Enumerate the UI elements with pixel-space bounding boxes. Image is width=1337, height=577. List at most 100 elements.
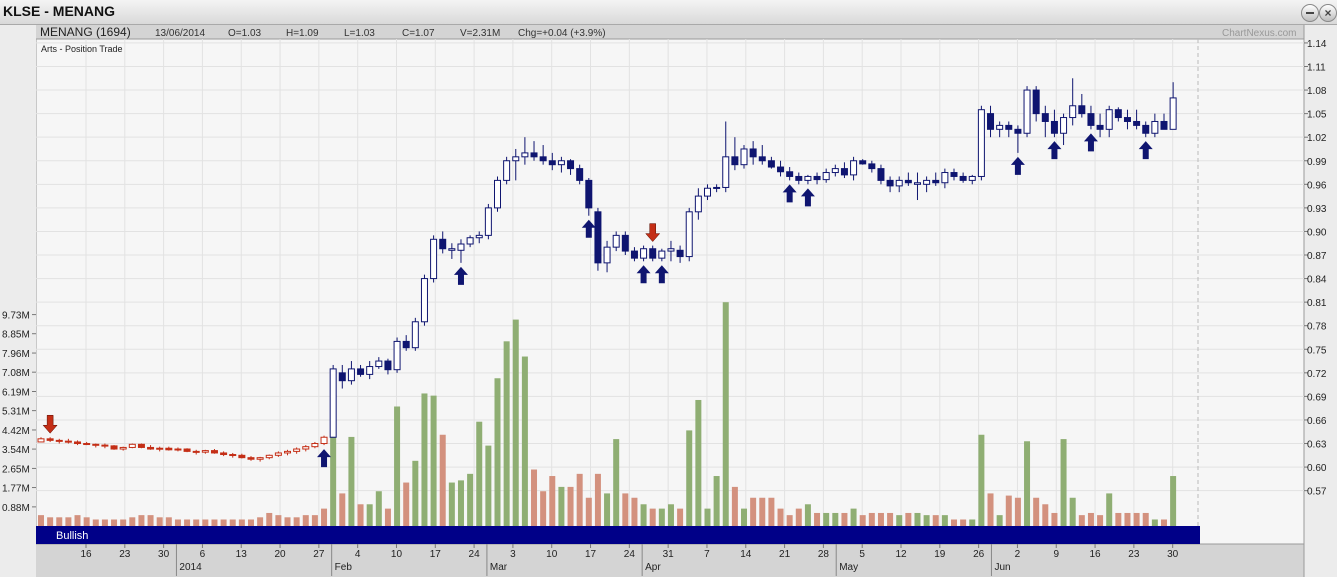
volume-tick-label: 5.31M	[2, 407, 30, 418]
candle-body	[466, 237, 474, 245]
candle-body	[923, 179, 931, 185]
date-tick-label: 26	[973, 549, 985, 560]
candle-body	[996, 124, 1004, 130]
candle-body	[1023, 89, 1031, 134]
close-button[interactable]: ×	[1319, 4, 1337, 22]
date-tick-label: 24	[469, 549, 481, 560]
date-tick-label: 23	[1128, 549, 1140, 560]
candle-body	[375, 360, 383, 368]
date-tick-label: 13	[236, 549, 248, 560]
candle-body	[1133, 120, 1141, 126]
volume-bar	[604, 493, 611, 526]
up-arrow-icon	[1010, 156, 1025, 175]
month-label: 2014	[179, 562, 202, 573]
down-arrow-icon	[645, 223, 661, 242]
price-tick-label: 0.84	[1307, 275, 1327, 286]
volume-bar	[357, 504, 364, 526]
volume-bar	[832, 512, 839, 526]
volume-bar	[503, 341, 510, 526]
candlesticks	[37, 78, 1177, 462]
volume-bar	[1024, 441, 1031, 526]
price-chart: Bullish 1.14 1.11 1.08 1.05 1.02 0.99 0.96 0.93…	[0, 25, 1337, 577]
volume-bar	[512, 319, 519, 526]
candle-body	[347, 368, 355, 382]
month-label: Jun	[994, 562, 1010, 573]
volume-bar	[759, 497, 766, 526]
window-titlebar: KLSE - MENANG ×	[0, 0, 1337, 25]
down-arrow-icon	[42, 414, 58, 434]
volume-bar	[649, 508, 656, 526]
date-tick-label: 16	[80, 549, 92, 560]
candle-body	[220, 452, 228, 456]
volume-bar	[859, 515, 866, 526]
candle-body	[777, 166, 785, 173]
volume-bar	[713, 476, 720, 526]
candle-body	[165, 447, 173, 451]
volume-bar	[558, 486, 565, 526]
candle-body	[1032, 89, 1040, 115]
volume-bar	[941, 515, 948, 526]
candle-body	[1169, 97, 1177, 130]
volume-bar	[704, 508, 711, 526]
minimize-button[interactable]	[1301, 4, 1319, 22]
candle-body	[703, 187, 711, 197]
candle-body	[402, 340, 410, 349]
volume-bar	[521, 356, 528, 526]
volume-bar	[722, 302, 729, 526]
candle-body	[366, 366, 374, 375]
up-arrow-icon	[317, 449, 332, 468]
price-tick-label: 1.05	[1307, 110, 1327, 121]
volume-bar	[1115, 512, 1122, 526]
volume-bar	[1042, 504, 1049, 526]
up-arrow-icon	[453, 266, 468, 285]
date-tick-label: 21	[779, 549, 791, 560]
volume-bar	[211, 519, 218, 526]
volume-bar	[330, 434, 337, 526]
volume-bar	[1033, 497, 1040, 526]
price-tick-label: 0.87	[1307, 251, 1327, 262]
candle-body	[46, 438, 54, 441]
candle-body	[749, 148, 757, 158]
volume-tick-label: 0.88M	[2, 503, 30, 514]
volume-bar	[1069, 497, 1076, 526]
volume-bar	[658, 508, 665, 526]
month-label: May	[839, 562, 858, 573]
candle-body	[1096, 124, 1104, 130]
volume-bar	[695, 399, 702, 526]
volume-bar	[430, 395, 437, 526]
candle-body	[603, 246, 611, 264]
candle-body	[439, 238, 447, 250]
volume-bars	[38, 302, 1177, 526]
volume-tick-label: 2.65M	[2, 464, 30, 475]
date-tick-label: 9	[1053, 549, 1059, 560]
volume-bar	[814, 512, 821, 526]
date-tick-label: 24	[624, 549, 636, 560]
volume-bar	[238, 519, 245, 526]
candle-body	[1142, 124, 1150, 134]
volume-bar	[923, 515, 930, 526]
volume-bar	[686, 430, 693, 526]
candle-body	[594, 211, 602, 264]
candle-body	[822, 172, 830, 181]
volume-bar	[850, 508, 857, 526]
candle-body	[1005, 124, 1013, 130]
up-arrow-icon	[636, 265, 651, 284]
candle-body	[877, 168, 885, 181]
volume-bar	[1060, 439, 1067, 526]
volume-bar	[951, 519, 957, 526]
price-tick-label: 0.75	[1307, 345, 1327, 356]
candle-body	[658, 250, 666, 259]
candle-body	[64, 440, 72, 443]
month-label: Mar	[490, 562, 508, 573]
volume-bar	[129, 517, 136, 526]
up-arrow-icon	[782, 184, 797, 203]
candle-body	[831, 168, 839, 174]
candle-body	[722, 156, 730, 188]
volume-bar	[403, 482, 410, 526]
candle-body	[238, 454, 246, 459]
volume-bar	[165, 517, 172, 526]
volume-bar	[1106, 493, 1113, 526]
volume-bar	[896, 515, 903, 526]
volume-bar	[220, 519, 227, 526]
candle-body	[640, 248, 648, 259]
